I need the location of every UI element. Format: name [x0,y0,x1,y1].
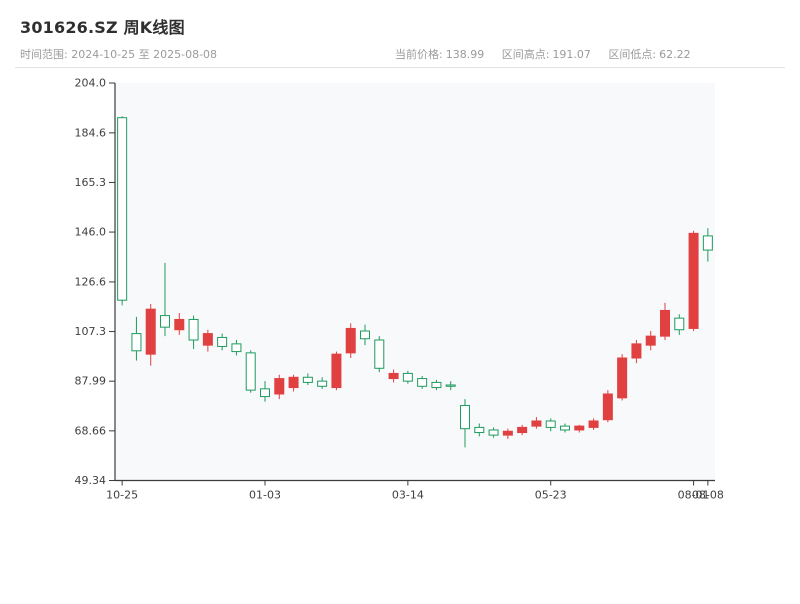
stat-range-high-label: 区间高点: [501,48,550,61]
candle-body-down [560,425,570,431]
candle-body-down [160,315,170,328]
candle-body-up [345,327,356,354]
y-axis-tick-label: 165.3 [75,176,107,189]
candle-body-down [702,235,713,251]
price-stats: 当前价格: 138.99 区间高点: 191.07 区间低点: 62.22 [395,46,705,62]
candle-body-down [488,429,499,436]
x-axis-tick-label: 03-14 [392,489,424,502]
candle-body-up [174,318,185,331]
candle-body-down [545,420,556,428]
candle-body-down [245,352,256,391]
y-axis-tick-label: 68.66 [75,424,107,437]
candle-body-up [517,426,528,434]
y-axis-tick-label: 126.6 [75,275,107,288]
candle-body-down [302,376,313,383]
candle-body-up [631,343,642,359]
stat-range-low-label: 区间低点: [608,48,657,61]
meta-row: 时间范围: 2024-10-25 至 2025-08-08 当前价格: 138.9… [20,46,780,62]
candle-body-down [445,384,456,387]
candle-body-down [117,117,128,301]
stat-range-low-value: 62.22 [659,48,691,61]
candle-body-down [188,318,199,341]
candle-body-down [231,343,242,353]
y-axis-tick-label: 49.34 [75,474,107,487]
stat-current-price-label: 当前价格: [395,48,443,61]
candle-body-down [317,380,328,387]
stat-current-price: 当前价格: 138.99 [395,48,484,61]
candle-body-up [145,308,156,355]
candle-body-down [431,381,442,389]
candle-body-up [588,420,599,428]
candle-body-up [388,372,399,380]
candle-body-up [617,357,628,399]
y-axis-tick-label: 146.0 [75,226,107,239]
candle-body-up [502,430,513,436]
stat-current-price-value: 138.99 [445,48,485,61]
time-range-label: 时间范围: 2024-10-25 至 2025-08-08 [20,48,218,61]
x-axis-tick-label: 08-01 [678,489,710,502]
x-axis-tick-label: 10-25 [106,489,138,502]
candle-body-up [645,335,656,346]
candle-body-up [688,232,699,329]
candle-body-down [217,336,228,347]
candle-body-down [402,372,413,382]
candle-body-down [360,330,370,340]
candle-body-down [131,333,142,352]
candle-body-up [602,393,613,421]
candle-body-up [574,425,585,431]
candle-body-up [531,420,542,427]
y-axis-tick-label: 204.0 [75,77,107,90]
candle-body-up [331,353,342,389]
stat-range-high-value: 191.07 [552,48,591,61]
candle-body-down [474,426,485,434]
stat-range-low: 区间低点: 62.22 [608,48,690,61]
candle-body-up [660,309,670,337]
candle-body-down [374,339,385,369]
plot-area [115,83,715,481]
y-axis-tick-label: 184.6 [75,126,107,139]
candle-body-up [274,378,285,395]
candle-body-up [288,376,299,389]
candle-body-up [202,333,213,346]
candle-body-down [260,388,270,398]
x-axis-tick-label: 01-03 [249,489,281,502]
page-title: 301626.SZ 周K线图 [20,18,185,37]
y-axis-tick-label: 87.99 [75,375,107,388]
candle-body-down [674,317,685,331]
candle-body-down [417,378,428,387]
stat-range-high: 区间高点: 191.07 [502,48,591,61]
x-axis-tick-label: 05-23 [535,489,567,502]
header-divider [15,67,785,68]
candle-body-down [460,405,470,430]
x-axis-tick-label: 08-08 [692,489,724,502]
y-axis-tick-label: 107.3 [75,325,107,338]
